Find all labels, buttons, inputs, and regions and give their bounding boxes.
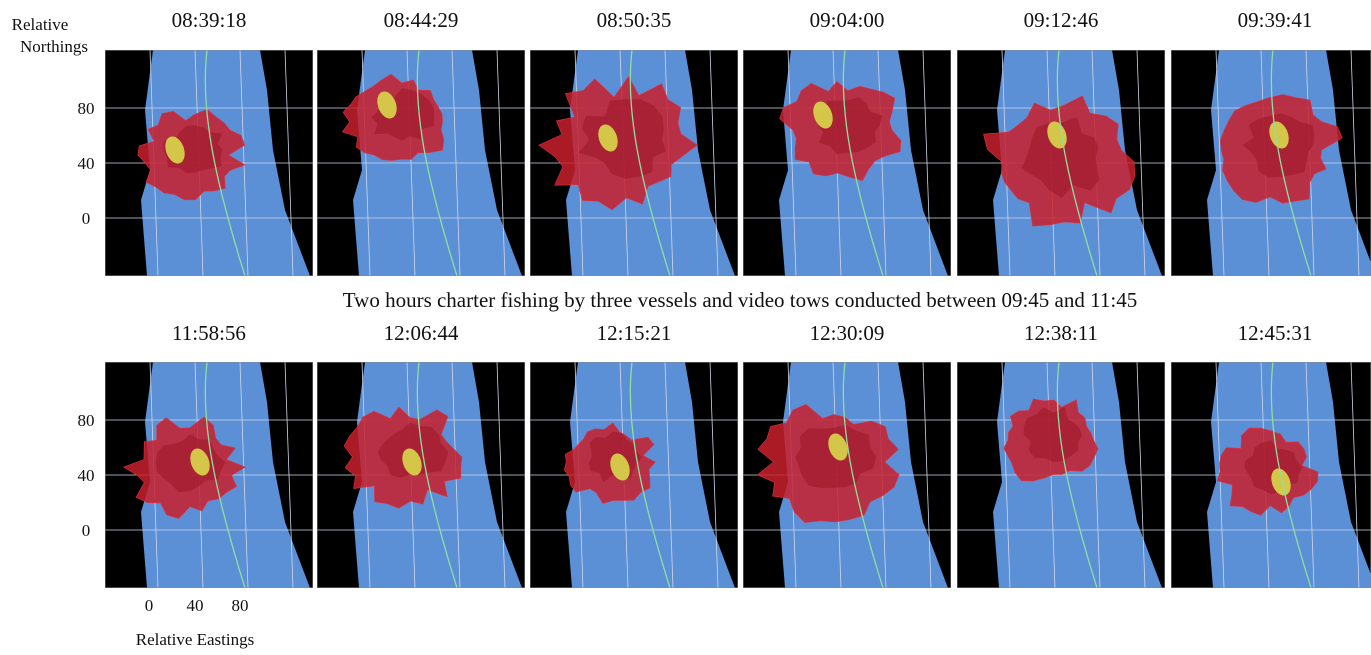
y-axis-label: Northings — [20, 37, 88, 56]
panel-time: 08:50:35 — [597, 8, 672, 32]
y-axis-label: Relative — [12, 15, 69, 34]
x-tick-label: 0 — [145, 596, 154, 615]
panel — [957, 50, 1165, 276]
y-tick-label: 80 — [78, 411, 95, 430]
x-axis-label: Relative Eastings — [136, 630, 255, 649]
panel-time: 08:44:29 — [384, 8, 459, 32]
panel-time: 09:39:41 — [1238, 8, 1313, 32]
x-tick-label: 80 — [232, 596, 249, 615]
panel — [743, 50, 951, 276]
panel-time: 12:30:09 — [810, 321, 885, 345]
figure: Relative Northings Two hours charter fis… — [0, 0, 1371, 650]
panel — [743, 362, 951, 588]
panel — [317, 362, 525, 588]
panel-time: 09:04:00 — [810, 8, 885, 32]
panel — [105, 362, 313, 588]
panel-time: 09:12:46 — [1024, 8, 1099, 32]
panel-time: 11:58:56 — [172, 321, 246, 345]
caption: Two hours charter fishing by three vesse… — [343, 288, 1137, 312]
panel-time: 08:39:18 — [172, 8, 247, 32]
panel — [530, 50, 738, 276]
panel — [1171, 50, 1371, 276]
panel-time: 12:06:44 — [384, 321, 459, 345]
panel-time: 12:15:21 — [597, 321, 672, 345]
y-tick-label: 0 — [82, 209, 91, 228]
y-tick-label: 80 — [78, 99, 95, 118]
x-tick-label: 40 — [187, 596, 204, 615]
y-tick-label: 40 — [78, 154, 95, 173]
panel — [1171, 362, 1371, 588]
panel — [957, 362, 1165, 588]
y-tick-label: 40 — [78, 466, 95, 485]
panel — [105, 50, 313, 276]
panel-time: 12:45:31 — [1238, 321, 1313, 345]
panel — [317, 50, 525, 276]
panel-time: 12:38:11 — [1024, 321, 1098, 345]
panel — [530, 362, 738, 588]
y-tick-label: 0 — [82, 521, 91, 540]
